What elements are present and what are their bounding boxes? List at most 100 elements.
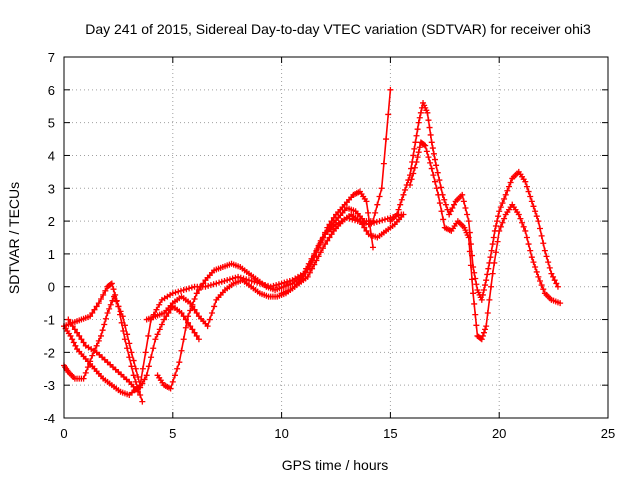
- data-point-interp: [533, 268, 540, 275]
- data-point-interp: [408, 165, 415, 172]
- data-point: [515, 211, 522, 218]
- data-point-interp: [193, 332, 200, 339]
- data-point: [152, 336, 159, 343]
- data-point: [80, 375, 87, 382]
- data-point-interp: [126, 340, 133, 347]
- data-point: [176, 359, 183, 366]
- data-point-interp: [124, 331, 131, 338]
- data-point: [378, 185, 385, 192]
- data-point-interp: [311, 252, 318, 259]
- data-point-interp: [495, 213, 502, 220]
- plot-frame: [63, 56, 609, 419]
- data-point-interp: [132, 365, 139, 372]
- y-tick-label: -1: [43, 313, 55, 328]
- data-point: [554, 283, 561, 290]
- data-point: [428, 165, 435, 172]
- data-point-interp: [107, 301, 114, 308]
- data-point: [187, 300, 194, 307]
- data-point-interp: [206, 316, 213, 323]
- data-point-interp: [395, 206, 402, 213]
- data-series: [61, 86, 564, 405]
- data-point-interp: [472, 275, 479, 282]
- data-point-interp: [210, 281, 217, 288]
- data-point-interp: [251, 278, 258, 285]
- data-point-interp: [319, 245, 326, 252]
- data-point-interp: [120, 328, 127, 335]
- data-point: [487, 254, 494, 261]
- data-point-interp: [540, 240, 547, 247]
- data-point-interp: [315, 253, 322, 260]
- data-point-interp: [124, 345, 131, 352]
- data-point-interp: [183, 286, 190, 293]
- data-point-interp: [319, 234, 326, 241]
- data-point-interp: [540, 286, 547, 293]
- data-point-interp: [460, 198, 467, 205]
- data-point: [161, 316, 168, 323]
- data-point: [435, 191, 442, 198]
- data-point-interp: [398, 196, 405, 203]
- data-point-interp: [525, 188, 532, 195]
- data-point-interp: [440, 216, 447, 223]
- data-point-interp: [172, 289, 179, 296]
- data-point-interp: [87, 358, 94, 365]
- series-track-7: [387, 99, 561, 303]
- data-point: [528, 198, 535, 205]
- data-point: [134, 388, 141, 395]
- data-point-interp: [504, 187, 511, 194]
- data-point-interp: [408, 176, 415, 183]
- data-point-interp: [130, 357, 137, 364]
- data-point: [128, 349, 135, 356]
- data-point-interp: [376, 193, 383, 200]
- data-point: [413, 159, 420, 166]
- data-point-interp: [137, 392, 144, 399]
- data-point-interp: [479, 291, 486, 298]
- data-point-interp: [324, 237, 331, 244]
- data-point-interp: [177, 287, 184, 294]
- data-point-interp: [145, 363, 152, 370]
- data-point-interp: [363, 227, 370, 234]
- data-point: [180, 287, 187, 294]
- data-point-interp: [306, 269, 313, 276]
- data-point-interp: [425, 154, 432, 161]
- data-point-interp: [533, 213, 540, 220]
- data-point-interp: [527, 247, 534, 254]
- data-point-interp: [551, 277, 558, 284]
- data-point-interp: [373, 218, 380, 225]
- data-point-interp: [69, 336, 76, 343]
- data-point-interp: [110, 286, 117, 293]
- data-point: [97, 332, 104, 339]
- data-point-interp: [410, 170, 417, 177]
- y-tick-label: 5: [48, 116, 55, 131]
- data-point: [67, 332, 74, 339]
- data-point-interp: [473, 322, 480, 329]
- data-point-interp: [324, 227, 331, 234]
- data-point-interp: [80, 339, 87, 346]
- data-point-interp: [174, 365, 181, 372]
- data-point-interp: [436, 200, 443, 207]
- data-point-interp: [93, 342, 100, 349]
- data-point-interp: [434, 169, 441, 176]
- data-point-interp: [411, 164, 418, 171]
- data-point-interp: [447, 208, 454, 215]
- data-point: [169, 290, 176, 297]
- data-point: [376, 218, 383, 225]
- data-point-interp: [189, 326, 196, 333]
- data-point-interp: [67, 319, 74, 326]
- data-point: [522, 227, 529, 234]
- data-point-interp: [451, 201, 458, 208]
- data-point-interp: [97, 296, 104, 303]
- data-point: [204, 323, 211, 330]
- data-point-interp: [361, 224, 368, 231]
- data-point-interp: [525, 241, 532, 248]
- data-point-interp: [537, 277, 543, 284]
- data-point-interp: [501, 195, 508, 202]
- data-point-interp: [132, 378, 139, 385]
- data-point-interp: [532, 264, 539, 271]
- data-point-interp: [491, 259, 498, 266]
- data-point-interp: [284, 278, 291, 285]
- data-point-interp: [499, 219, 506, 226]
- data-point-interp: [211, 303, 218, 310]
- data-point-interp: [414, 126, 421, 133]
- data-point: [193, 290, 200, 297]
